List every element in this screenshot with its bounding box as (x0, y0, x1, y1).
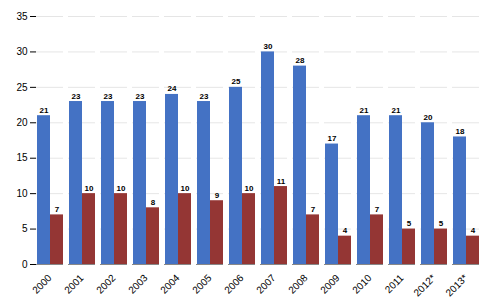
svg-text:2001: 2001 (62, 272, 86, 296)
svg-text:10: 10 (85, 184, 94, 193)
svg-text:4: 4 (471, 226, 476, 235)
svg-text:23: 23 (200, 92, 209, 101)
svg-text:5: 5 (439, 219, 444, 228)
svg-text:2003: 2003 (126, 272, 150, 296)
svg-text:2008: 2008 (286, 272, 310, 296)
svg-text:10: 10 (245, 184, 254, 193)
svg-text:7: 7 (311, 205, 316, 214)
svg-text:10: 10 (117, 184, 126, 193)
svg-text:30: 30 (264, 42, 273, 51)
svg-text:11: 11 (277, 177, 286, 186)
svg-text:2000: 2000 (30, 272, 54, 296)
svg-text:8: 8 (151, 198, 156, 207)
svg-text:25: 25 (232, 77, 241, 86)
svg-text:5: 5 (22, 223, 28, 234)
svg-text:2002: 2002 (94, 272, 118, 296)
svg-text:17: 17 (328, 134, 337, 143)
svg-text:23: 23 (104, 92, 113, 101)
svg-text:2011: 2011 (383, 272, 406, 295)
svg-text:4: 4 (343, 226, 348, 235)
svg-text:21: 21 (40, 106, 49, 115)
svg-text:7: 7 (375, 205, 380, 214)
svg-text:5: 5 (407, 219, 412, 228)
svg-text:23: 23 (72, 92, 81, 101)
svg-text:21: 21 (360, 106, 369, 115)
svg-text:2006: 2006 (222, 272, 246, 296)
svg-text:24: 24 (168, 84, 177, 93)
svg-text:2004: 2004 (158, 272, 182, 296)
svg-text:15: 15 (16, 152, 28, 163)
svg-text:2009: 2009 (318, 272, 342, 296)
svg-text:2005: 2005 (190, 272, 214, 296)
svg-text:9: 9 (215, 191, 220, 200)
svg-text:23: 23 (136, 92, 145, 101)
svg-text:0: 0 (22, 259, 28, 270)
svg-text:2013*: 2013* (443, 272, 469, 298)
svg-text:10: 10 (181, 184, 190, 193)
svg-text:18: 18 (456, 127, 465, 136)
svg-text:10: 10 (16, 188, 28, 199)
svg-text:20: 20 (424, 113, 433, 122)
svg-text:2012*: 2012* (411, 272, 437, 298)
svg-text:20: 20 (16, 117, 28, 128)
svg-text:35: 35 (16, 11, 28, 22)
svg-text:21: 21 (392, 106, 401, 115)
svg-text:25: 25 (16, 82, 28, 93)
svg-text:30: 30 (16, 46, 28, 57)
svg-text:28: 28 (296, 56, 305, 65)
svg-text:7: 7 (55, 205, 60, 214)
svg-text:2007: 2007 (254, 272, 278, 296)
svg-text:2010: 2010 (350, 272, 374, 296)
